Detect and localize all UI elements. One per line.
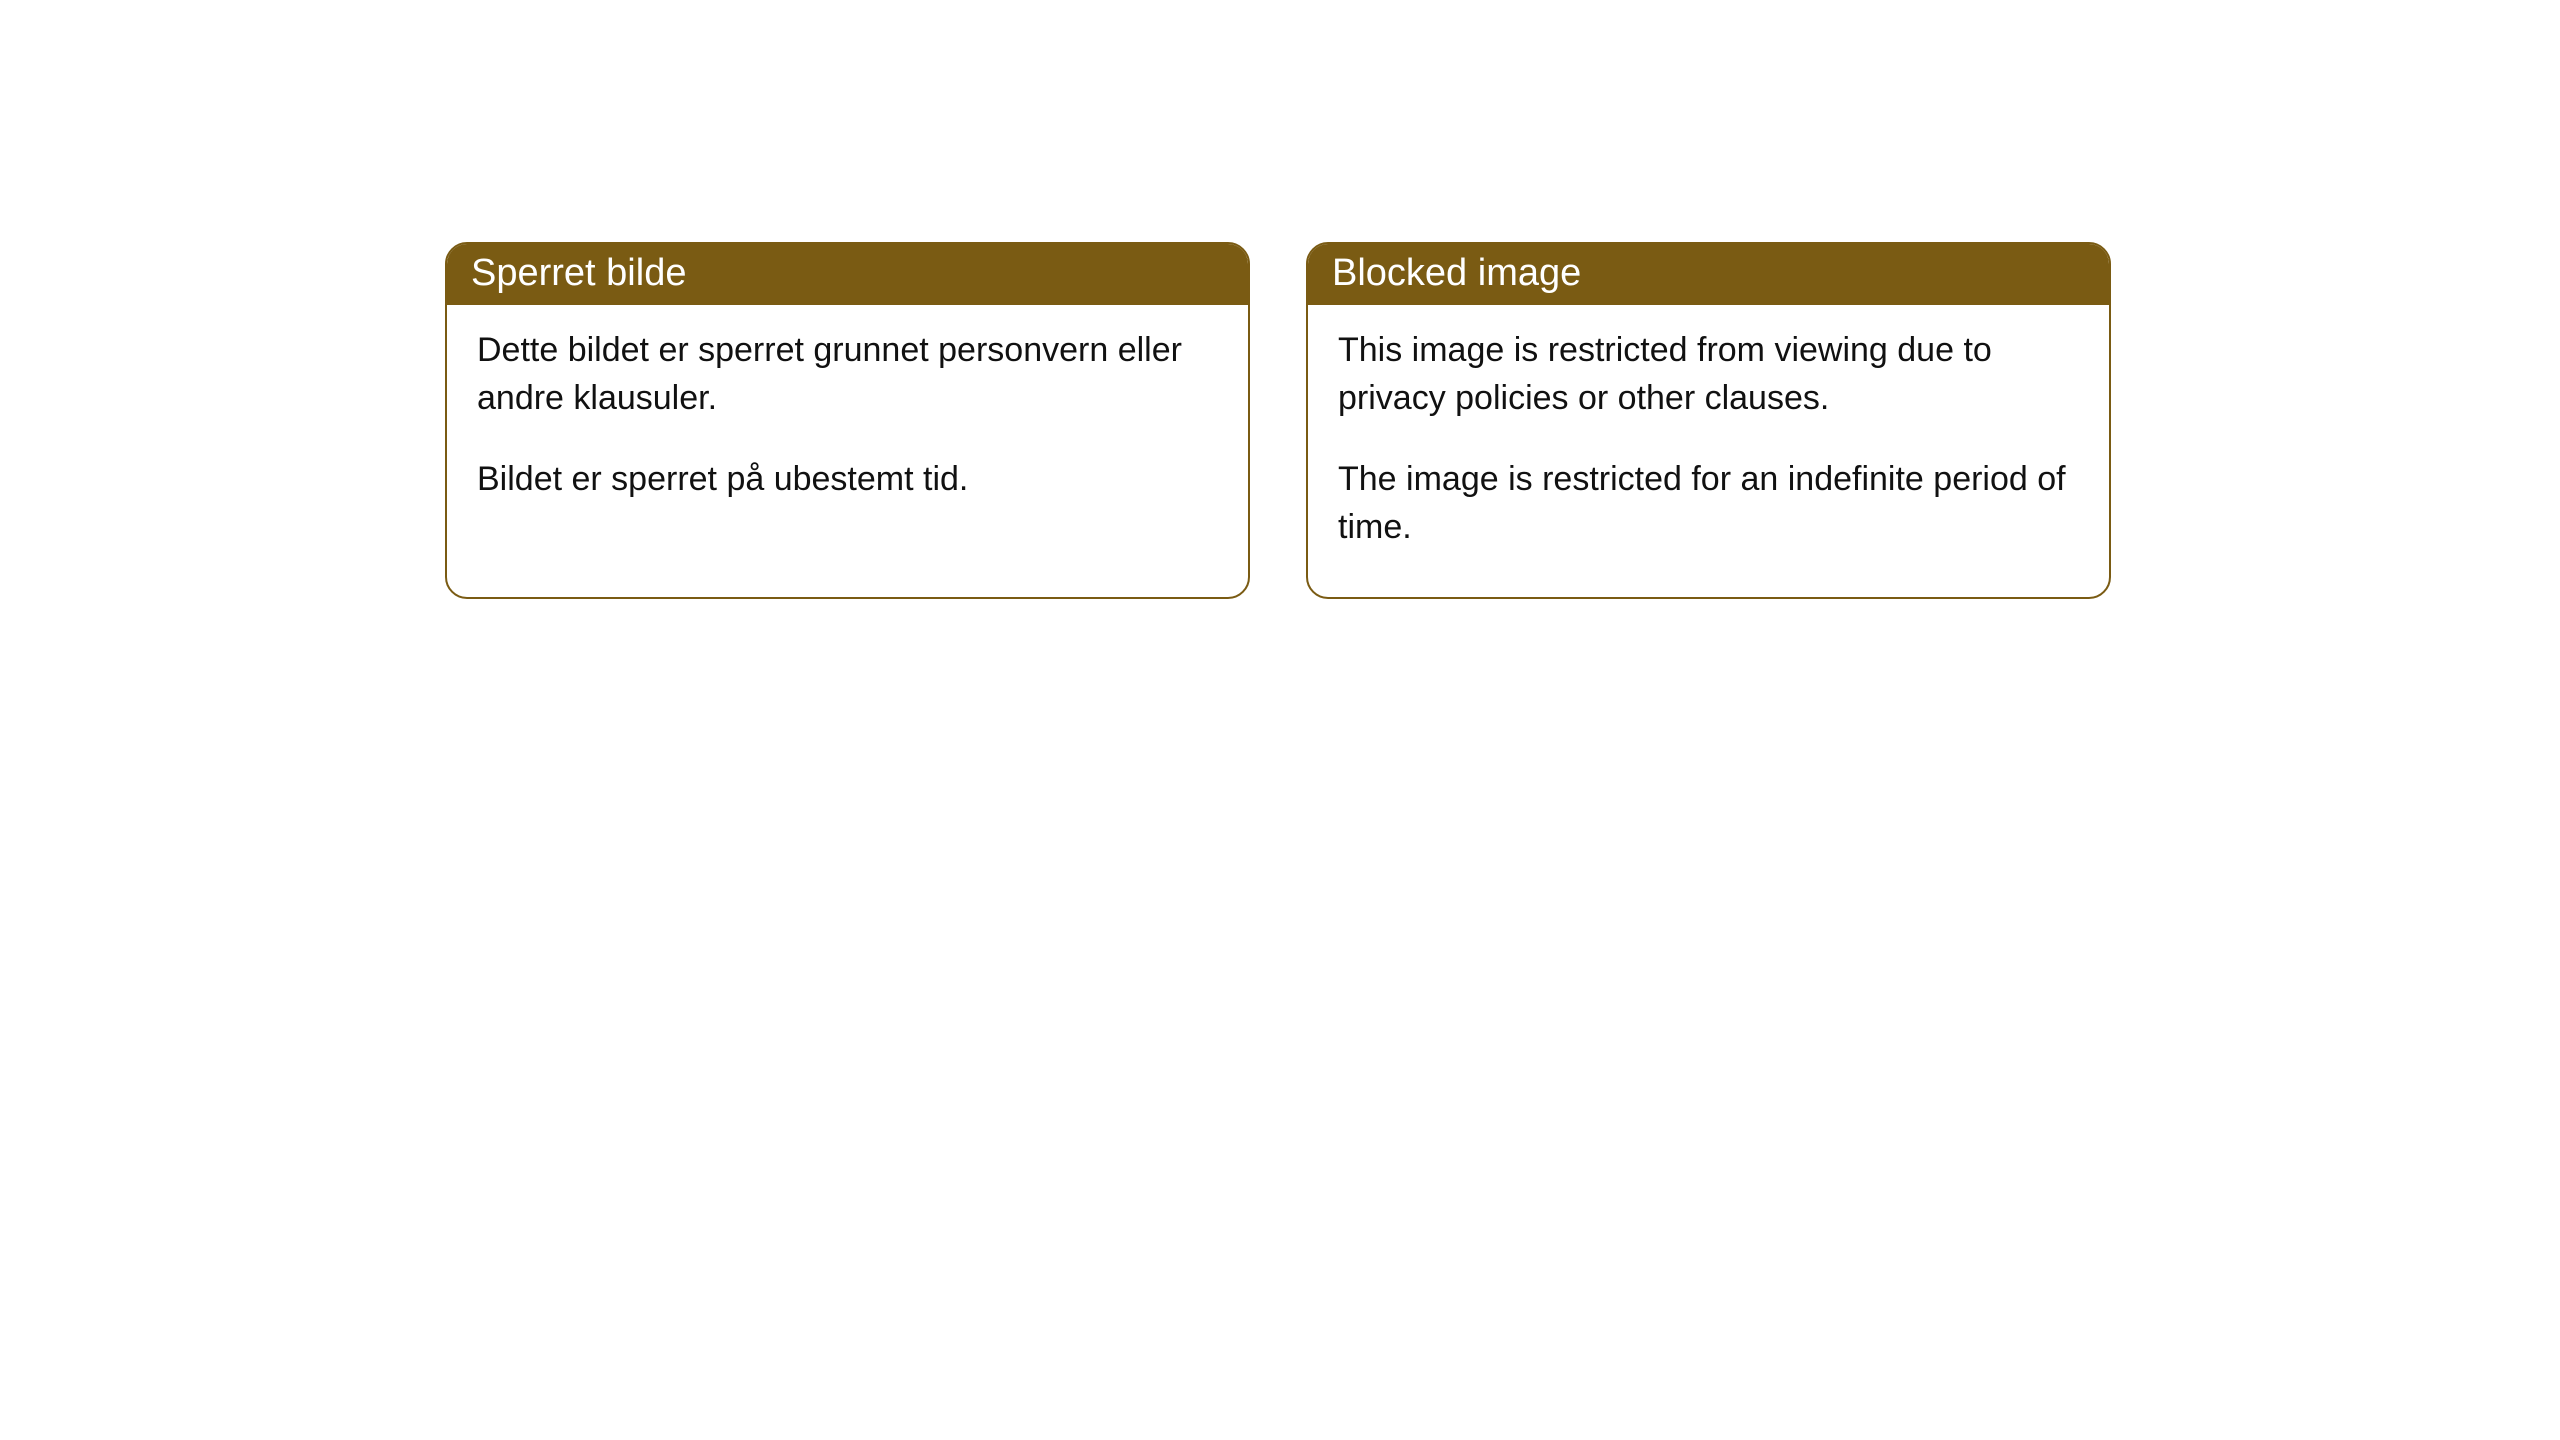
card-body: Dette bildet er sperret grunnet personve… — [447, 305, 1248, 550]
notice-card-norwegian: Sperret bilde Dette bildet er sperret gr… — [445, 242, 1250, 599]
card-paragraph: Dette bildet er sperret grunnet personve… — [477, 327, 1218, 422]
card-paragraph: The image is restricted for an indefinit… — [1338, 456, 2079, 551]
card-title: Blocked image — [1308, 244, 2109, 305]
card-paragraph: This image is restricted from viewing du… — [1338, 327, 2079, 422]
notice-container: Sperret bilde Dette bildet er sperret gr… — [0, 0, 2560, 599]
card-title: Sperret bilde — [447, 244, 1248, 305]
notice-card-english: Blocked image This image is restricted f… — [1306, 242, 2111, 599]
card-paragraph: Bildet er sperret på ubestemt tid. — [477, 456, 1218, 504]
card-body: This image is restricted from viewing du… — [1308, 305, 2109, 597]
